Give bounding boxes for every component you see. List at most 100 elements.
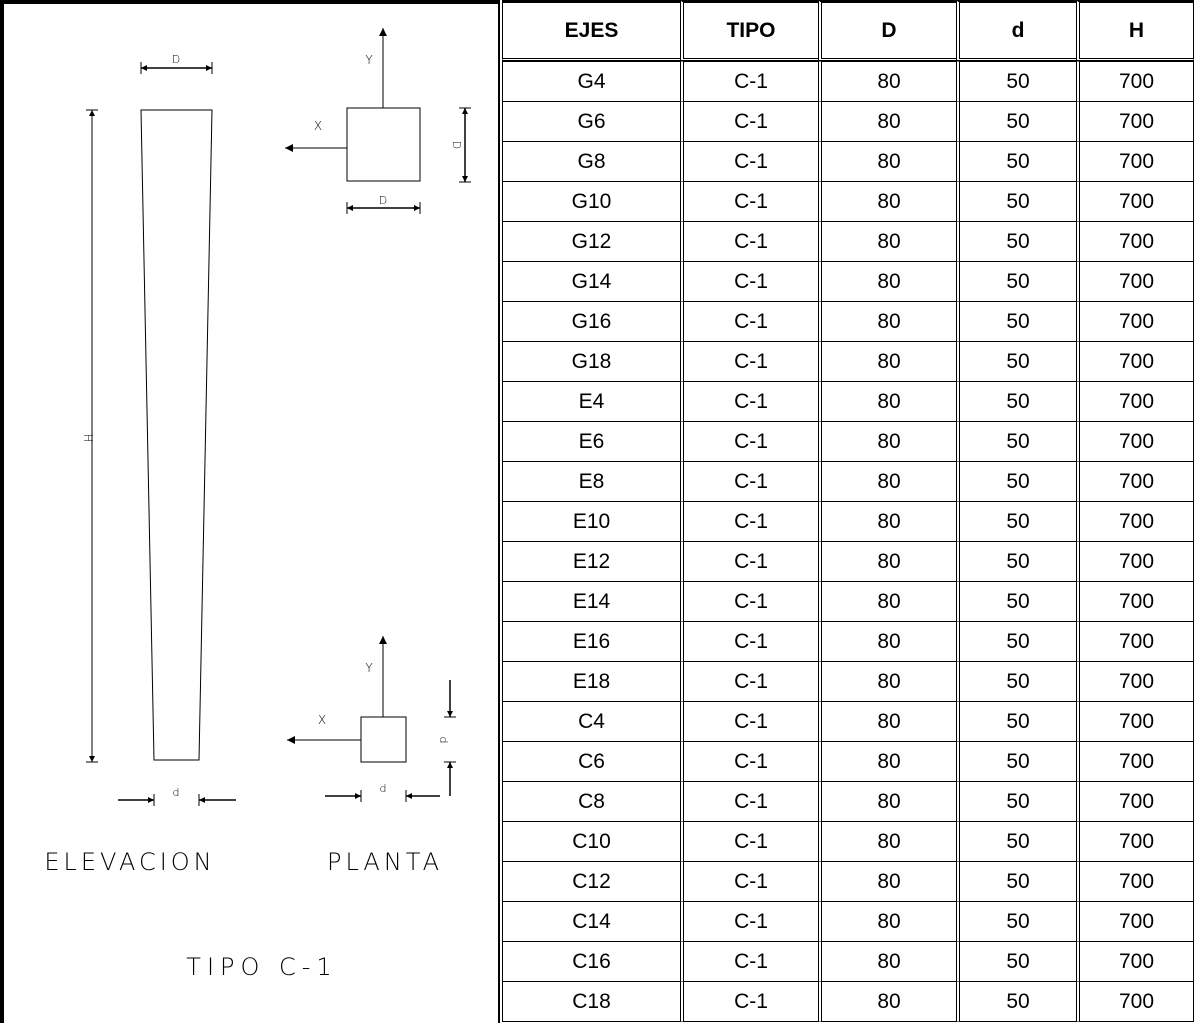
cell-d: 50: [956, 741, 1076, 781]
cell-D: 80: [818, 861, 956, 901]
cell-D: 80: [818, 901, 956, 941]
cell-d: 50: [956, 781, 1076, 821]
cell-ejes: E12: [502, 541, 680, 581]
type-title: TIPO C-1: [186, 953, 337, 981]
table-row: E12 C-1 80 50 700: [502, 541, 1194, 581]
cell-tipo: C-1: [680, 741, 818, 781]
cell-tipo: C-1: [680, 381, 818, 421]
cell-D: 80: [818, 981, 956, 1022]
table-body: G4 C-1 80 50 700 G6 C-1 80 50 700 G8 C-1 80 50 700 G10 C…: [502, 61, 1194, 1022]
cell-D: 80: [818, 501, 956, 541]
cell-ejes: C8: [502, 781, 680, 821]
cell-D: 80: [818, 381, 956, 421]
cell-ejes: E4: [502, 381, 680, 421]
cell-H: 700: [1076, 61, 1194, 101]
table-row: C18 C-1 80 50 700: [502, 981, 1194, 1022]
cell-H: 700: [1076, 421, 1194, 461]
cell-tipo: C-1: [680, 661, 818, 701]
cell-d: 50: [956, 421, 1076, 461]
cell-d: 50: [956, 141, 1076, 181]
cell-tipo: C-1: [680, 61, 818, 101]
plan-top-y-label: Y: [365, 53, 373, 67]
table-row: E4 C-1 80 50 700: [502, 381, 1194, 421]
cell-ejes: E8: [502, 461, 680, 501]
cell-ejes: C10: [502, 821, 680, 861]
header-D: D: [818, 0, 956, 61]
cell-ejes: C16: [502, 941, 680, 981]
table-row: G14 C-1 80 50 700: [502, 261, 1194, 301]
cell-H: 700: [1076, 181, 1194, 221]
cell-D: 80: [818, 941, 956, 981]
cell-tipo: C-1: [680, 261, 818, 301]
cell-H: 700: [1076, 901, 1194, 941]
cell-d: 50: [956, 941, 1076, 981]
cell-tipo: C-1: [680, 581, 818, 621]
cell-tipo: C-1: [680, 981, 818, 1022]
table-row: C14 C-1 80 50 700: [502, 901, 1194, 941]
plan-top-horizontal-D-label: D: [379, 194, 387, 207]
cell-ejes: G18: [502, 341, 680, 381]
plan-top-x-label: X: [314, 119, 322, 133]
drawing-canvas: D H d Y X D D Y X: [0, 0, 500, 1023]
cell-ejes: G8: [502, 141, 680, 181]
cell-H: 700: [1076, 661, 1194, 701]
cell-D: 80: [818, 661, 956, 701]
table-row: G8 C-1 80 50 700: [502, 141, 1194, 181]
cell-D: 80: [818, 781, 956, 821]
cell-tipo: C-1: [680, 861, 818, 901]
table-row: C4 C-1 80 50 700: [502, 701, 1194, 741]
cell-ejes: C14: [502, 901, 680, 941]
cell-tipo: C-1: [680, 101, 818, 141]
cell-d: 50: [956, 861, 1076, 901]
cell-H: 700: [1076, 741, 1194, 781]
table-row: C16 C-1 80 50 700: [502, 941, 1194, 981]
table-row: C12 C-1 80 50 700: [502, 861, 1194, 901]
cell-d: 50: [956, 221, 1076, 261]
cell-D: 80: [818, 581, 956, 621]
cell-ejes: G10: [502, 181, 680, 221]
cell-D: 80: [818, 821, 956, 861]
cell-D: 80: [818, 741, 956, 781]
header-d: d: [956, 0, 1076, 61]
plan-title: PLANTA: [327, 848, 443, 876]
cell-H: 700: [1076, 141, 1194, 181]
table-header-row: EJES TIPO D d H: [502, 0, 1194, 61]
table-row: G16 C-1 80 50 700: [502, 301, 1194, 341]
cell-H: 700: [1076, 621, 1194, 661]
cell-tipo: C-1: [680, 701, 818, 741]
table-row: G4 C-1 80 50 700: [502, 61, 1194, 101]
cell-H: 700: [1076, 501, 1194, 541]
plan-bottom-y-label: Y: [365, 661, 373, 675]
cell-ejes: G4: [502, 61, 680, 101]
cell-H: 700: [1076, 301, 1194, 341]
cell-H: 700: [1076, 221, 1194, 261]
plan-bottom-horizontal-d-label: d: [380, 782, 387, 795]
cell-tipo: C-1: [680, 221, 818, 261]
cell-H: 700: [1076, 941, 1194, 981]
elevation-column-outline: [140, 109, 213, 761]
cell-d: 50: [956, 461, 1076, 501]
table-row: E18 C-1 80 50 700: [502, 661, 1194, 701]
plan-bottom-section-square: [360, 716, 407, 763]
cell-H: 700: [1076, 701, 1194, 741]
plan-bottom-x-label: X: [318, 713, 326, 727]
cell-H: 700: [1076, 341, 1194, 381]
cell-H: 700: [1076, 861, 1194, 901]
cell-d: 50: [956, 181, 1076, 221]
cell-D: 80: [818, 221, 956, 261]
table-row: E14 C-1 80 50 700: [502, 581, 1194, 621]
cell-H: 700: [1076, 821, 1194, 861]
cell-ejes: G12: [502, 221, 680, 261]
cell-ejes: C6: [502, 741, 680, 781]
cell-D: 80: [818, 621, 956, 661]
cell-d: 50: [956, 341, 1076, 381]
cell-tipo: C-1: [680, 141, 818, 181]
cell-D: 80: [818, 141, 956, 181]
cell-ejes: C12: [502, 861, 680, 901]
cell-H: 700: [1076, 581, 1194, 621]
cell-tipo: C-1: [680, 461, 818, 501]
table-row: E16 C-1 80 50 700: [502, 621, 1194, 661]
header-ejes: EJES: [502, 0, 680, 61]
cell-D: 80: [818, 701, 956, 741]
cell-H: 700: [1076, 261, 1194, 301]
